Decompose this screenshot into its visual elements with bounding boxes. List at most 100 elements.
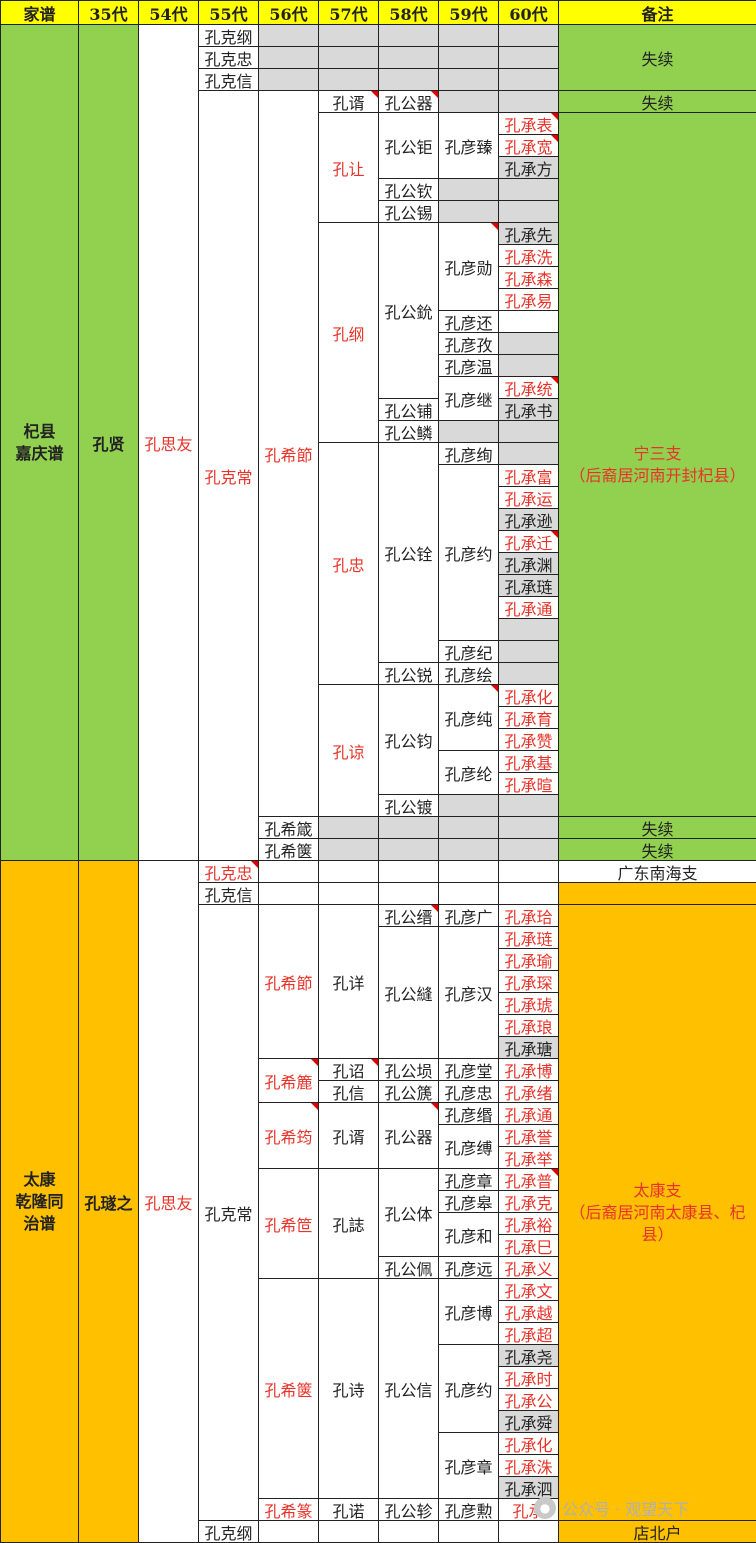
empty-cell	[258, 68, 319, 91]
empty-cell	[258, 882, 319, 905]
gen60-name: 孔承公	[498, 1388, 559, 1411]
gen59-name: 孔彦博	[438, 1278, 499, 1345]
gen60-name: 孔承尧	[498, 1344, 559, 1367]
empty-cell	[318, 882, 379, 905]
empty-cell	[498, 46, 559, 69]
note: 太康支 （后裔居河南太康县、杞县）	[558, 904, 756, 1521]
empty-cell	[378, 46, 439, 69]
gen55-name: 孔克忠	[198, 46, 259, 69]
gen60-name: 孔承化	[498, 684, 559, 707]
gen56-name: 孔希節	[258, 904, 319, 1059]
gen55-name: 孔克信	[198, 882, 259, 905]
gen58-name: 孔公锐	[378, 662, 439, 685]
gen56-name: 孔希篆	[258, 1498, 319, 1521]
gen59-name: 孔彦绚	[438, 442, 499, 465]
empty-cell	[498, 200, 559, 223]
gen57-name: 孔谞	[318, 1102, 379, 1169]
column-header: 60代	[498, 0, 559, 25]
gen60-name: 孔承渊	[498, 552, 559, 575]
empty-cell	[378, 24, 439, 47]
gen60-name: 孔承先	[498, 222, 559, 245]
gen60-name: 孔承誉	[498, 1124, 559, 1147]
gen59-name: 孔彦缗	[438, 1102, 499, 1125]
empty-cell	[318, 24, 379, 47]
note: 广东南海支	[558, 860, 756, 883]
empty-cell	[438, 90, 499, 113]
watermark-text: 公众号 · 观望天下	[562, 1500, 690, 1519]
note: 店北户	[558, 1520, 756, 1543]
gen59-name: 孔彦汉	[438, 926, 499, 1059]
gen60-name: 孔承统	[498, 376, 559, 399]
gen60-name: 孔承运	[498, 486, 559, 509]
gen60-name: 孔承暄	[498, 772, 559, 795]
gen59-name: 孔彦章	[438, 1168, 499, 1191]
empty-cell	[498, 618, 559, 641]
gen57-name: 孔详	[318, 904, 379, 1059]
empty-cell	[438, 882, 499, 905]
gen59-name: 孔彦纯	[438, 684, 499, 751]
gen57-name: 孔谅	[318, 684, 379, 817]
empty-cell	[558, 882, 756, 905]
gen58-name: 孔公钧	[378, 684, 439, 795]
empty-cell	[438, 838, 499, 861]
gen58-name: 孔公体	[378, 1168, 439, 1257]
gen54-name: 孔思友	[138, 860, 199, 1543]
pedigree-name: 太康 乾隆同 治谱	[0, 860, 79, 1543]
empty-cell	[378, 68, 439, 91]
empty-cell	[498, 90, 559, 113]
gen60-name: 孔承琏	[498, 574, 559, 597]
gen59-name: 孔彦纪	[438, 640, 499, 663]
gen60-name: 孔承森	[498, 266, 559, 289]
gen54-name: 孔思友	[138, 24, 199, 861]
gen58-name: 孔公縫	[378, 926, 439, 1059]
gen57-name: 孔诺	[318, 1498, 379, 1521]
empty-cell	[318, 816, 379, 839]
gen60-name: 孔承富	[498, 464, 559, 487]
gen58-name: 孔公埙	[378, 1058, 439, 1081]
gen59-name: 孔彦纶	[438, 750, 499, 795]
gen60-name: 孔承表	[498, 112, 559, 135]
gen57-name: 孔让	[318, 112, 379, 223]
empty-cell	[378, 838, 439, 861]
gen58-name: 孔公钦	[378, 178, 439, 201]
empty-cell	[498, 882, 559, 905]
gen57-name: 孔诗	[318, 1278, 379, 1499]
column-header: 59代	[438, 0, 499, 25]
gen60-name: 孔承书	[498, 398, 559, 421]
empty-cell	[258, 46, 319, 69]
empty-cell	[318, 46, 379, 69]
gen56-name: 孔希笸	[258, 1168, 319, 1279]
gen60-name: 孔承普	[498, 1168, 559, 1191]
gen60-name: 孔承裕	[498, 1212, 559, 1235]
gen59-name: 孔彦章	[438, 1432, 499, 1499]
gen59-name: 孔彦绘	[438, 662, 499, 685]
gen59-name: 孔彦约	[438, 464, 499, 641]
gen60-name: 孔承瑜	[498, 948, 559, 971]
note: 失续	[558, 838, 756, 861]
empty-cell	[318, 838, 379, 861]
gen55-name: 孔克信	[198, 68, 259, 91]
gen58-name: 孔公铨	[378, 442, 439, 663]
gen58-name: 孔公篪	[378, 1080, 439, 1103]
gen60-name: 孔承洗	[498, 244, 559, 267]
gen60-name: 孔承超	[498, 1322, 559, 1345]
gen60-name: 孔承赞	[498, 728, 559, 751]
empty-cell	[378, 882, 439, 905]
gen60-name: 孔承琥	[498, 992, 559, 1015]
empty-cell	[378, 1520, 439, 1543]
empty-cell	[498, 816, 559, 839]
empty-cell	[438, 860, 499, 883]
empty-cell	[498, 24, 559, 47]
empty-cell	[498, 354, 559, 377]
gen58-name: 孔公器	[378, 90, 439, 113]
gen60-name: 孔承迁	[498, 530, 559, 553]
gen55-name: 孔克常	[198, 904, 259, 1521]
gen58-name: 孔公佩	[378, 1256, 439, 1279]
gen60-name: 孔承越	[498, 1300, 559, 1323]
gen56-name: 孔希箧	[258, 838, 319, 861]
gen60-name: 孔承泗	[498, 1476, 559, 1499]
gen57-name: 孔信	[318, 1080, 379, 1103]
gen60-name: 孔承巳	[498, 1234, 559, 1257]
gen60-name: 孔承宽	[498, 134, 559, 157]
gen60-name: 孔承瑭	[498, 1036, 559, 1059]
